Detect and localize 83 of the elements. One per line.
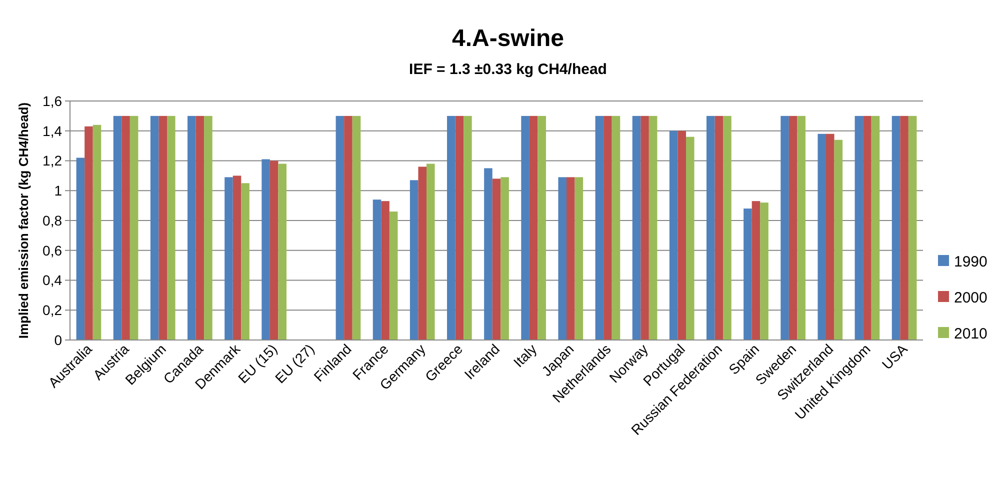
bar	[574, 177, 584, 340]
bar	[632, 116, 641, 340]
bar	[455, 116, 464, 340]
bar	[612, 116, 620, 340]
bar	[447, 116, 456, 340]
bar	[678, 130, 686, 340]
y-tick-label: 0,2	[42, 302, 62, 318]
y-tick-label: 0,8	[42, 212, 62, 228]
bar	[122, 116, 130, 340]
y-tick-label: 0,4	[42, 272, 62, 288]
bar	[278, 164, 286, 340]
y-axis-title: Implied emission factor (kg CH4/head)	[16, 102, 31, 339]
bar	[410, 180, 418, 340]
bar	[224, 177, 233, 340]
bar	[538, 116, 546, 340]
bar	[744, 208, 752, 340]
bar	[854, 116, 864, 340]
bar	[84, 126, 93, 340]
bar	[270, 160, 278, 340]
y-tick-label: 1,2	[42, 152, 62, 169]
bar	[344, 116, 352, 340]
y-tick-label: 0,6	[42, 242, 62, 258]
legend-label: 2010	[954, 325, 988, 342]
bar	[780, 116, 789, 340]
y-tick-label: 1,4	[42, 122, 62, 139]
bar	[723, 116, 732, 340]
bar	[595, 116, 604, 340]
bar	[76, 158, 85, 340]
bar	[752, 201, 760, 340]
bar	[788, 116, 798, 340]
bar	[604, 116, 612, 340]
legend-label: 1990	[954, 253, 988, 270]
bar	[92, 124, 102, 340]
bar	[500, 177, 509, 340]
bar	[669, 130, 678, 340]
bar	[464, 116, 472, 340]
bar	[714, 116, 724, 340]
legend-label: 2000	[954, 289, 988, 306]
bar	[158, 116, 167, 340]
bar	[760, 202, 768, 340]
chart-title: 4.A-swine	[452, 25, 564, 52]
bar	[834, 140, 843, 340]
x-tick-label: USA	[878, 340, 911, 372]
bar	[372, 200, 382, 340]
bar	[900, 116, 908, 340]
bar	[426, 164, 435, 340]
bar	[492, 178, 501, 340]
bar	[863, 116, 872, 340]
x-tick-label: Italy	[510, 340, 540, 370]
bar	[381, 201, 390, 340]
bar	[826, 134, 834, 340]
bar	[484, 168, 492, 340]
bar	[336, 116, 344, 340]
bar	[566, 177, 575, 340]
bar	[389, 212, 398, 340]
bar	[241, 183, 250, 340]
bar	[686, 136, 694, 340]
bar	[908, 116, 917, 340]
bar	[196, 116, 204, 340]
bar	[150, 116, 159, 340]
bar	[232, 176, 242, 340]
bar	[706, 116, 715, 340]
bar	[871, 116, 880, 340]
bar	[113, 116, 122, 340]
y-tick-label: 1	[54, 182, 62, 199]
bar	[640, 116, 649, 340]
bar	[262, 159, 270, 340]
bar	[797, 116, 806, 340]
bar	[188, 116, 196, 340]
bar	[818, 134, 826, 340]
bar	[352, 116, 361, 340]
chart-subtitle: IEF = 1.3 ±0.33 kg CH4/head	[409, 61, 607, 78]
bar	[130, 116, 138, 340]
bar	[558, 177, 566, 340]
bar	[529, 116, 538, 340]
bar	[418, 166, 426, 340]
bar	[204, 116, 212, 340]
y-tick-label: 0	[54, 332, 62, 348]
bar	[167, 116, 176, 340]
bar	[892, 116, 900, 340]
bar	[648, 116, 658, 340]
bar	[521, 116, 530, 340]
y-tick-label: 1,6	[42, 92, 62, 109]
